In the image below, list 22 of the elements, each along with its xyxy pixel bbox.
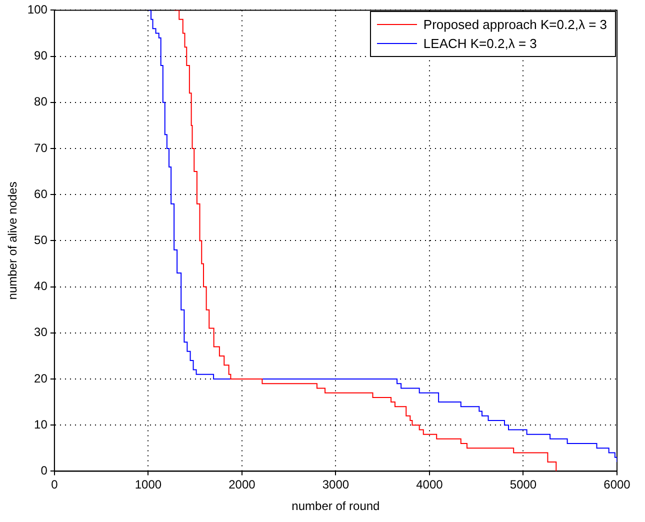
x-tick-label: 1000 bbox=[134, 478, 162, 492]
y-tick-label: 40 bbox=[34, 279, 48, 294]
x-tick-label: 0 bbox=[51, 478, 58, 492]
y-tick-label: 50 bbox=[34, 233, 48, 248]
y-tick-label: 10 bbox=[34, 417, 48, 432]
x-tick-label: 6000 bbox=[604, 478, 631, 492]
x-tick-label: 5000 bbox=[510, 478, 537, 492]
y-axis-title: number of alive nodes bbox=[6, 182, 20, 300]
legend-label: Proposed approach K=0.2,λ = 3 bbox=[423, 17, 607, 32]
y-tick-label: 20 bbox=[34, 371, 48, 386]
y-tick-label: 0 bbox=[40, 464, 48, 478]
y-tick-label: 70 bbox=[34, 140, 48, 155]
y-tick-label: 100 bbox=[27, 2, 48, 17]
x-tick-label: 4000 bbox=[416, 478, 444, 492]
x-tick-label: 2000 bbox=[228, 478, 256, 492]
x-tick-label: 3000 bbox=[322, 478, 350, 492]
y-tick-label: 60 bbox=[34, 186, 48, 201]
y-tick-label: 30 bbox=[34, 325, 48, 340]
x-axis-title: number of round bbox=[292, 499, 380, 514]
y-tick-label: 90 bbox=[34, 48, 48, 63]
y-tick-label: 80 bbox=[34, 94, 48, 109]
legend-label: LEACH K=0.2,λ = 3 bbox=[423, 36, 537, 52]
